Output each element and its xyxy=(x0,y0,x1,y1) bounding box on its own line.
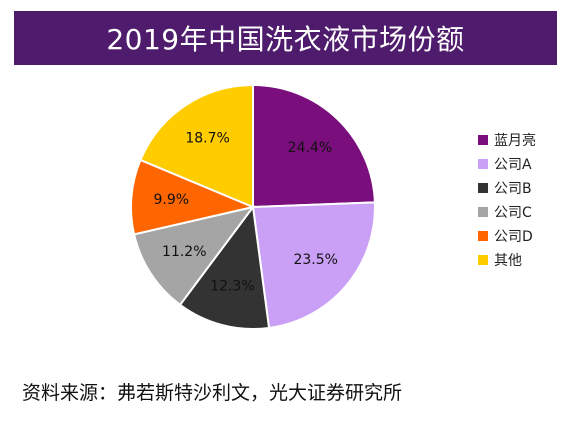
pie-slice xyxy=(251,201,376,330)
legend-label: 公司D xyxy=(494,229,533,245)
slice-value-label: 9.9% xyxy=(154,192,190,208)
pie-slice xyxy=(139,83,254,209)
slice-value-label: 24.4% xyxy=(288,140,332,156)
pie-slice xyxy=(178,204,271,330)
pie-slice xyxy=(130,158,257,236)
slice-value-label: 23.5% xyxy=(293,252,337,268)
slice-value-label: 18.7% xyxy=(185,131,229,147)
legend-label: 蓝月亮 xyxy=(494,133,536,149)
slice-value-label: 12.3% xyxy=(210,278,254,294)
slice-value-label: 11.2% xyxy=(162,244,206,260)
legend-swatch xyxy=(478,231,488,241)
source-note: 资料来源：弗若斯特沙利文，光大证券研究所 xyxy=(22,382,403,404)
legend-label: 公司C xyxy=(494,205,532,221)
pie-slice xyxy=(132,205,256,307)
legend-item: 公司C xyxy=(478,200,536,224)
legend-swatch xyxy=(478,183,488,193)
legend-label: 公司A xyxy=(494,157,532,173)
chart-title: 2019年中国洗衣液市场份额 xyxy=(14,11,557,65)
legend-label: 公司B xyxy=(494,181,532,197)
legend-item: 蓝月亮 xyxy=(478,128,536,152)
pie-slices xyxy=(130,83,376,330)
legend-swatch xyxy=(478,159,488,169)
legend-swatch xyxy=(478,255,488,265)
slice-labels: 24.4% 23.5% 12.3% 11.2% 9.9% 18.7% xyxy=(154,131,338,295)
legend-item: 公司B xyxy=(478,176,536,200)
legend-item: 公司D xyxy=(478,224,536,248)
legend-label: 其他 xyxy=(494,253,522,269)
pie-slice xyxy=(252,83,376,209)
legend: 蓝月亮公司A 公司B 公司C 公司D 其他 xyxy=(478,128,536,272)
legend-item: 公司A xyxy=(478,152,536,176)
legend-swatch xyxy=(478,207,488,217)
legend-swatch xyxy=(478,135,488,145)
legend-item: 其他 xyxy=(478,248,536,272)
